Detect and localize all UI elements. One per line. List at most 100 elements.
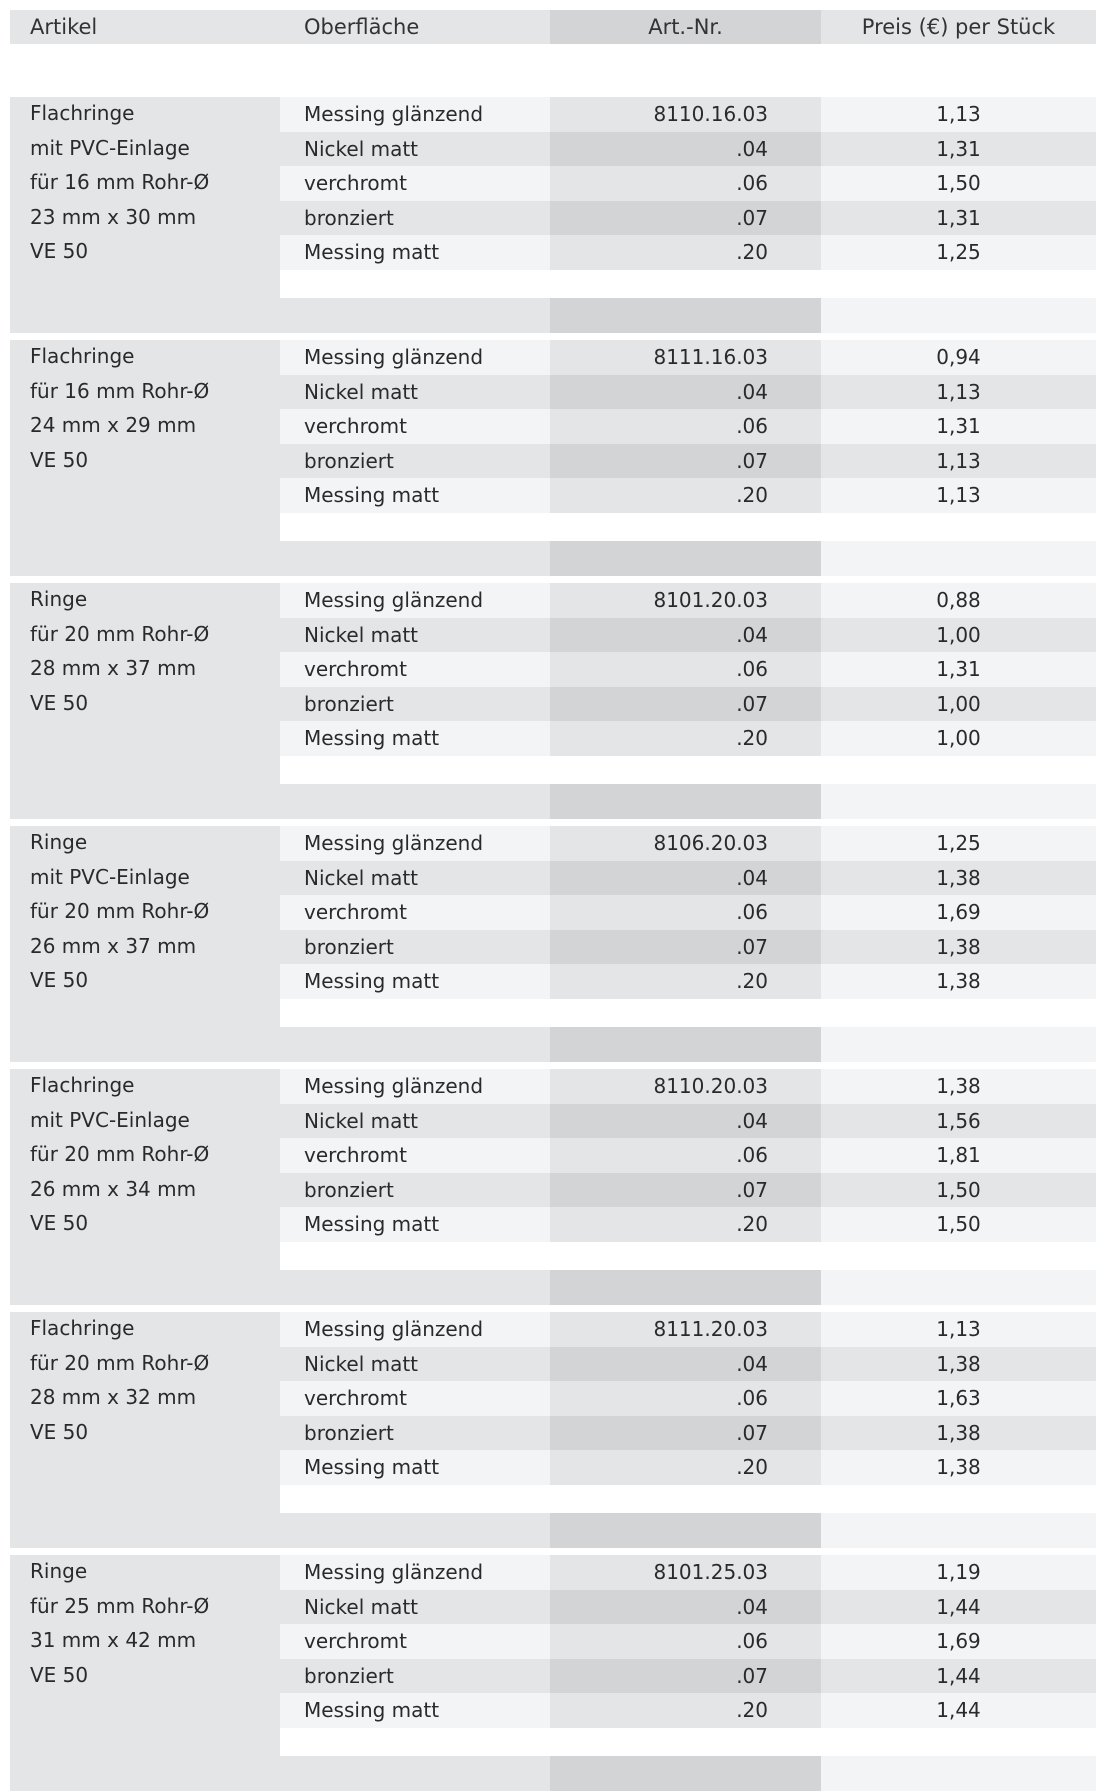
finish-cell: Messing matt [304, 726, 440, 750]
art-nr-cell: 8110.20.03 [653, 1074, 768, 1098]
table-row: Messing glänzend 8110.20.03 1,38 [280, 1069, 1096, 1104]
article-line: für 20 mm Rohr-Ø [30, 1351, 210, 1375]
empty-art-nr-cell [550, 1756, 821, 1791]
art-nr-cell: .20 [736, 483, 768, 507]
finish-cell: verchromt [304, 171, 407, 195]
article-line: für 20 mm Rohr-Ø [30, 1142, 210, 1166]
product-group: Flachringe mit PVC-Einlage für 16 mm Rohr-… [10, 97, 1096, 333]
art-nr-cell: .04 [736, 379, 768, 404]
art-nr-cell-bg [550, 1415, 821, 1451]
art-nr-cell-bg [550, 826, 821, 861]
table-row: bronziert .07 1,00 [280, 686, 1096, 722]
art-nr-cell: .04 [736, 1594, 768, 1619]
empty-art-nr-cell [550, 541, 821, 576]
table-row: bronziert .07 1,38 [280, 929, 1096, 965]
price-cell: 1,00 [936, 622, 981, 647]
price-cell: 1,19 [936, 1560, 981, 1584]
art-nr-cell-bg [550, 1589, 821, 1625]
product-group: Flachringe für 16 mm Rohr-Ø 24 mm x 29 mm V… [10, 340, 1096, 576]
article-description: Flachringe für 16 mm Rohr-Ø 24 mm x 29 mm V… [10, 340, 280, 576]
finish-cell: Messing matt [304, 1212, 440, 1236]
price-cell: 1,13 [936, 102, 981, 126]
table-row: Nickel matt .04 1,56 [280, 1103, 1096, 1139]
header-preis: Preis (€) per Stück [821, 10, 1096, 44]
price-cell: 1,13 [936, 448, 981, 473]
art-nr-cell: .04 [736, 865, 768, 890]
article-description: Ringe für 20 mm Rohr-Ø 28 mm x 37 mm VE 50 [10, 583, 280, 819]
art-nr-cell-bg [550, 235, 821, 270]
article-line: 31 mm x 42 mm [30, 1628, 197, 1652]
article-line: Flachringe [30, 344, 135, 368]
article-line: 23 mm x 30 mm [30, 205, 197, 229]
art-nr-cell-bg [550, 1069, 821, 1104]
article-description: Flachringe für 20 mm Rohr-Ø 28 mm x 32 mm V… [10, 1312, 280, 1548]
article-line: Flachringe [30, 1316, 135, 1340]
empty-finish-cell [280, 541, 550, 576]
finish-cell: Messing glänzend [304, 102, 484, 126]
article-line: VE 50 [30, 1663, 89, 1687]
price-cell: 1,44 [936, 1663, 981, 1688]
art-nr-cell: .20 [736, 240, 768, 264]
table-row: Messing glänzend 8106.20.03 1,25 [280, 826, 1096, 861]
art-nr-cell: 8106.20.03 [653, 831, 768, 855]
art-nr-cell-bg [550, 1381, 821, 1416]
art-nr-cell-bg [550, 1172, 821, 1208]
empty-row [280, 784, 1096, 819]
article-line: mit PVC-Einlage [30, 136, 190, 160]
art-nr-cell-bg [550, 409, 821, 444]
empty-finish-cell [280, 1270, 550, 1305]
art-nr-cell-bg [550, 1693, 821, 1728]
art-nr-cell-bg [550, 721, 821, 756]
table-row: Nickel matt .04 1,44 [280, 1589, 1096, 1625]
article-description: Ringe mit PVC-Einlage für 20 mm Rohr-Ø 26 m… [10, 826, 280, 1062]
price-cell: 1,25 [936, 240, 981, 264]
art-nr-cell: .04 [736, 136, 768, 161]
table-row: verchromt .06 1,81 [280, 1138, 1096, 1173]
art-nr-cell-bg [550, 1312, 821, 1347]
price-cell: 1,81 [936, 1143, 981, 1167]
price-cell: 1,50 [936, 171, 981, 195]
table-row: Messing matt .20 1,38 [280, 1450, 1096, 1485]
price-cell: 1,38 [936, 1420, 981, 1445]
empty-row [280, 298, 1096, 333]
article-line: für 20 mm Rohr-Ø [30, 899, 210, 923]
empty-row [280, 1513, 1096, 1548]
price-cell: 1,50 [936, 1177, 981, 1202]
art-nr-cell: .06 [736, 1629, 768, 1653]
table-row: verchromt .06 1,31 [280, 652, 1096, 687]
empty-finish-cell [280, 784, 550, 819]
finish-cell: Nickel matt [304, 622, 419, 647]
art-nr-cell: .04 [736, 1108, 768, 1133]
price-cell: 1,31 [936, 414, 981, 438]
art-nr-cell: .07 [736, 691, 768, 716]
price-cell: 1,44 [936, 1698, 981, 1722]
product-group: Ringe mit PVC-Einlage für 20 mm Rohr-Ø 26 m… [10, 826, 1096, 1062]
finish-cell: Messing glänzend [304, 1317, 484, 1341]
art-nr-cell-bg [550, 1450, 821, 1485]
finish-cell: Messing glänzend [304, 831, 484, 855]
price-cell: 1,00 [936, 726, 981, 750]
price-cell: 1,63 [936, 1386, 981, 1410]
art-nr-cell: .07 [736, 205, 768, 230]
article-description: Flachringe mit PVC-Einlage für 16 mm Rohr-… [10, 97, 280, 333]
finish-cell: bronziert [304, 934, 394, 959]
art-nr-cell-bg [550, 964, 821, 999]
finish-cell: verchromt [304, 657, 407, 681]
article-line: 26 mm x 37 mm [30, 934, 197, 958]
price-cell: 1,31 [936, 205, 981, 230]
price-cell: 1,44 [936, 1594, 981, 1619]
table-row: Messing matt .20 1,00 [280, 721, 1096, 756]
price-cell: 1,38 [936, 969, 981, 993]
price-cell: 1,31 [936, 136, 981, 161]
article-line: mit PVC-Einlage [30, 1108, 190, 1132]
table-row: Messing glänzend 8111.20.03 1,13 [280, 1312, 1096, 1347]
art-nr-cell-bg [550, 374, 821, 410]
finish-cell: verchromt [304, 1386, 407, 1410]
finish-cell: Messing glänzend [304, 588, 484, 612]
art-nr-cell-bg [550, 860, 821, 896]
table-row: Messing matt .20 1,13 [280, 478, 1096, 513]
article-line: für 16 mm Rohr-Ø [30, 170, 210, 194]
table-row: Nickel matt .04 1,00 [280, 617, 1096, 653]
product-group: Flachringe für 20 mm Rohr-Ø 28 mm x 32 mm V… [10, 1312, 1096, 1548]
article-line: Ringe [30, 587, 88, 611]
